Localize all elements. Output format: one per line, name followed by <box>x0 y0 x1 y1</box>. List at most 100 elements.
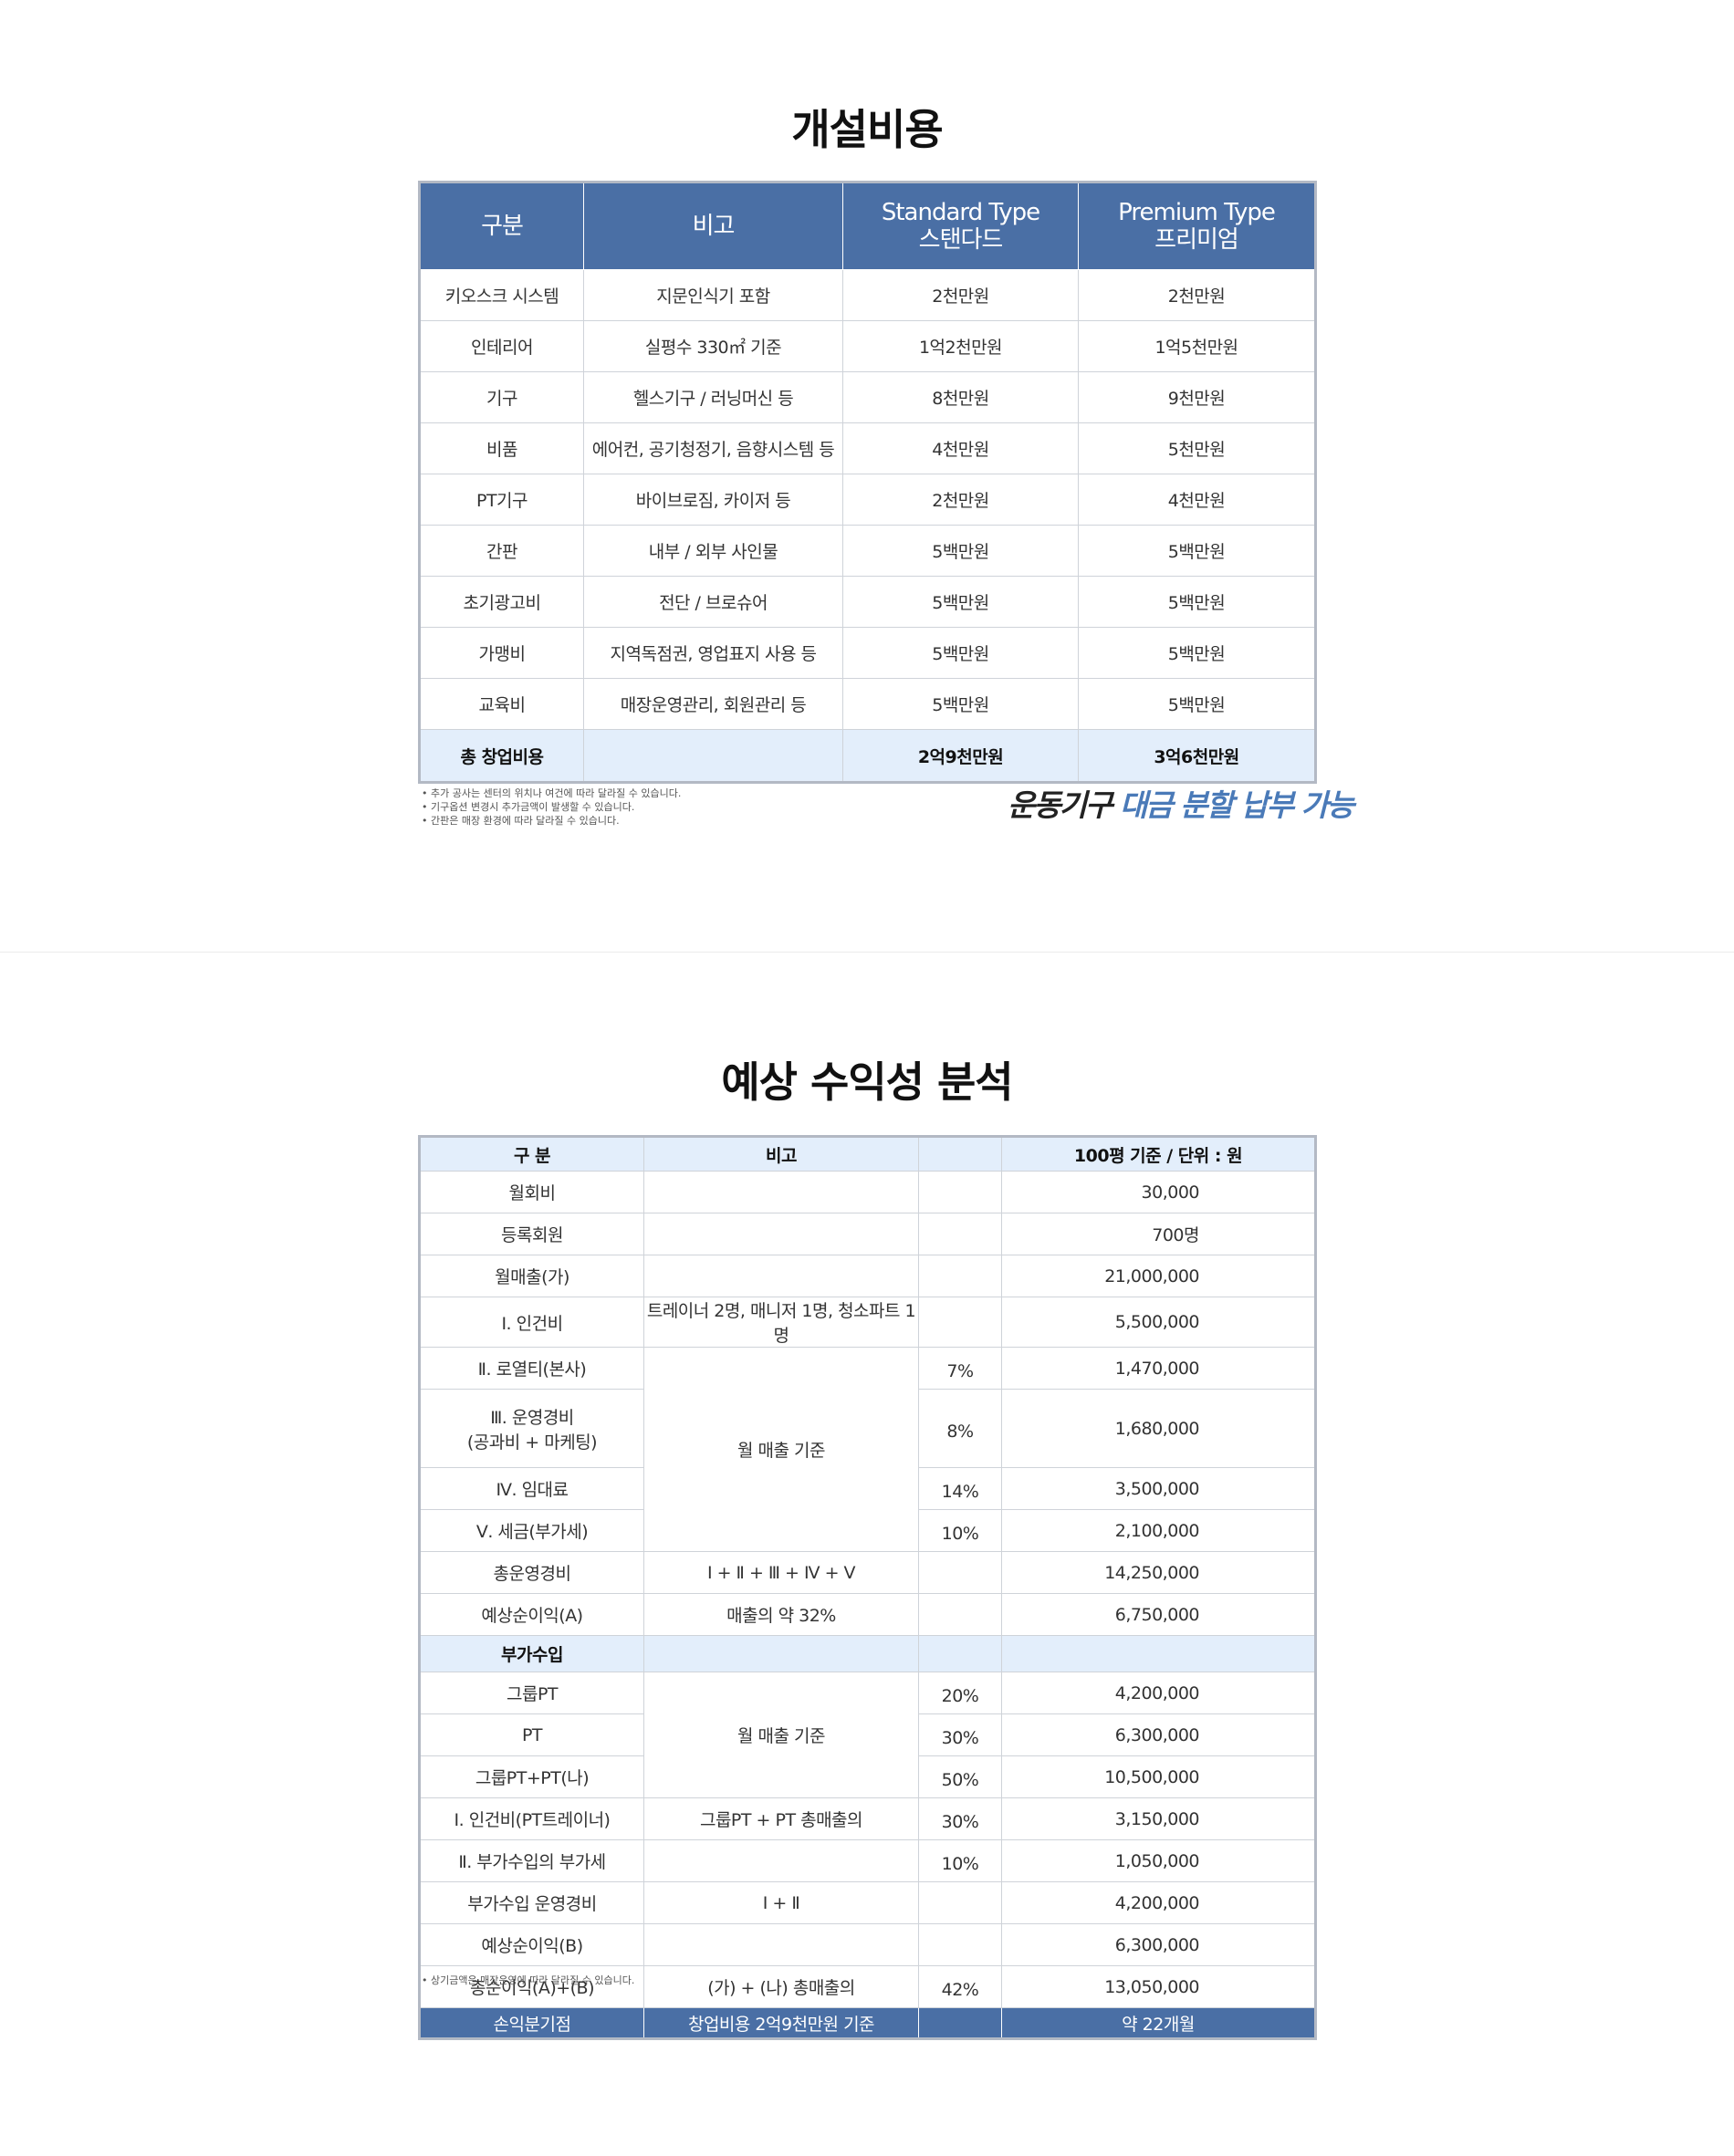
extra-income-blank <box>643 1635 919 1672</box>
row-amount: 4,200,000 <box>1001 1881 1316 1924</box>
breakeven-row: 손익분기점 창업비용 2억9천만원 기준 약 22개월 <box>419 2007 1316 2039</box>
table-row: 비품 에어컨, 공기청정기, 음향시스템 등 4천만원 5천만원 <box>419 422 1316 474</box>
row-note <box>643 1923 919 1966</box>
row-premium: 5백만원 <box>1078 525 1316 577</box>
section-divider <box>0 952 1734 953</box>
row-amount: 5,500,000 <box>1001 1297 1316 1348</box>
row-category-line2: (공과비 + 마케팅) <box>466 1432 598 1453</box>
row-amount: 2,100,000 <box>1001 1509 1316 1552</box>
table-row: Ⅳ. 임대료 14% 3,500,000 <box>419 1467 1316 1510</box>
table-row: 월매출(가) 21,000,000 <box>419 1255 1316 1297</box>
row-note: 그룹PT + PT 총매출의 <box>643 1797 919 1840</box>
row-premium: 2천만원 <box>1078 269 1316 321</box>
row-amount: 14,250,000 <box>1001 1551 1316 1594</box>
row-note: Ⅰ + Ⅱ + Ⅲ + Ⅳ + Ⅴ <box>643 1551 919 1594</box>
row-premium: 5백만원 <box>1078 678 1316 730</box>
profit-analysis-title: 예상 수익성 분석 <box>721 1057 1013 1107</box>
row-amount: 1,470,000 <box>1001 1347 1316 1390</box>
header-standard-ko: 스탠다드 <box>918 226 1004 254</box>
header-note: 비고 <box>583 182 843 270</box>
breakeven-category: 손익분기점 <box>419 2007 644 2039</box>
row-premium: 1억5천만원 <box>1078 320 1316 372</box>
row-category: 총운영경비 <box>419 1551 644 1594</box>
row-category: 월매출(가) <box>419 1255 644 1297</box>
table-row: Ⅲ. 운영경비 (공과비 + 마케팅) 8% 1,680,000 <box>419 1389 1316 1468</box>
row-note: 실평수 330㎡ 기준 <box>583 320 843 372</box>
row-pct <box>918 1171 1002 1213</box>
total-row: 총 창업비용 2억9천만원 3억6천만원 <box>419 729 1316 783</box>
row-note: 트레이너 2명, 매니저 1명, 청소파트 1명 <box>643 1297 919 1348</box>
row-pct: 30% <box>918 1713 1002 1756</box>
row-amount: 21,000,000 <box>1001 1255 1316 1297</box>
row-note: Ⅰ + Ⅱ <box>643 1881 919 1924</box>
table-row: 가맹비 지역독점권, 영업표지 사용 등 5백만원 5백만원 <box>419 627 1316 679</box>
table-row: 교육비 매장운영관리, 회원관리 등 5백만원 5백만원 <box>419 678 1316 730</box>
header-standard-en: Standard Type <box>881 199 1040 226</box>
row-note: 전단 / 브로슈어 <box>583 576 843 628</box>
table-row: 총운영경비 Ⅰ + Ⅱ + Ⅲ + Ⅳ + Ⅴ 14,250,000 <box>419 1551 1316 1594</box>
header-premium-ko: 프리미엄 <box>1154 226 1239 254</box>
profit-header-row: 구 분 비고 100평 기준 / 단위 : 원 <box>419 1136 1316 1172</box>
slogan-prefix: 운동기구 <box>1008 787 1120 823</box>
row-standard: 2천만원 <box>842 474 1079 526</box>
table-row: 등록회원 700명 <box>419 1213 1316 1255</box>
total-category: 총 창업비용 <box>419 729 584 783</box>
row-category: 키오스크 시스템 <box>419 269 584 321</box>
row-amount: 30,000 <box>1001 1171 1316 1213</box>
row-note: (가) + (나) 총매출의 <box>643 1965 919 2008</box>
row-amount: 4,200,000 <box>1001 1672 1316 1714</box>
table-row: 기구 헬스기구 / 러닝머신 등 8천만원 9천만원 <box>419 371 1316 423</box>
row-category: 인테리어 <box>419 320 584 372</box>
row-amount: 6,300,000 <box>1001 1923 1316 1966</box>
slogan-highlight: 대금 분할 납부 가능 <box>1119 787 1354 823</box>
row-category: 교육비 <box>419 678 584 730</box>
row-category: Ⅳ. 임대료 <box>419 1467 644 1510</box>
row-category: PT기구 <box>419 474 584 526</box>
row-pct: 50% <box>918 1755 1002 1798</box>
table-row: 키오스크 시스템 지문인식기 포함 2천만원 2천만원 <box>419 269 1316 321</box>
row-pct: 7% <box>918 1347 1002 1390</box>
extra-income-header-row: 부가수입 <box>419 1635 1316 1672</box>
row-pct: 8% <box>918 1389 1002 1468</box>
row-premium: 5천만원 <box>1078 422 1316 474</box>
row-category: 간판 <box>419 525 584 577</box>
table-row: 예상순이익(B) 6,300,000 <box>419 1923 1316 1966</box>
row-note-merged: 월 매출 기준 <box>643 1347 919 1552</box>
row-amount: 10,500,000 <box>1001 1755 1316 1798</box>
row-pct <box>918 1551 1002 1594</box>
row-amount: 3,500,000 <box>1001 1467 1316 1510</box>
row-amount: 13,050,000 <box>1001 1965 1316 2008</box>
row-pct: 20% <box>918 1672 1002 1714</box>
row-note: 매출의 약 32% <box>643 1593 919 1636</box>
row-standard: 2천만원 <box>842 269 1079 321</box>
extra-income-blank <box>918 1635 1002 1672</box>
note-item: 기구옵션 변경시 추가금액이 발생할 수 있습니다. <box>422 800 681 814</box>
profit-notes: 상기금액은 매장운영에 따라 달라질 수 있습니다. <box>422 1973 634 1987</box>
note-item: 추가 공사는 센터의 위치나 여건에 따라 달라질 수 있습니다. <box>422 786 681 800</box>
table-row: 부가수입 운영경비 Ⅰ + Ⅱ 4,200,000 <box>419 1881 1316 1924</box>
table-row: 초기광고비 전단 / 브로슈어 5백만원 5백만원 <box>419 576 1316 628</box>
opening-cost-notes: 추가 공사는 센터의 위치나 여건에 따라 달라질 수 있습니다. 기구옵션 변… <box>422 786 681 828</box>
row-pct <box>918 1593 1002 1636</box>
note-item: 간판은 매장 환경에 따라 달라질 수 있습니다. <box>422 814 681 828</box>
row-note: 헬스기구 / 러닝머신 등 <box>583 371 843 423</box>
header-standard: Standard Type 스탠다드 <box>842 182 1079 270</box>
row-category: 초기광고비 <box>419 576 584 628</box>
opening-cost-header-row: 구분 비고 Standard Type 스탠다드 Premium Type 프리… <box>419 182 1316 270</box>
row-pct <box>918 1297 1002 1348</box>
row-standard: 5백만원 <box>842 627 1079 679</box>
total-note <box>583 729 843 783</box>
opening-cost-title: 개설비용 <box>791 105 943 154</box>
row-premium: 5백만원 <box>1078 627 1316 679</box>
row-category: Ⅱ. 로열티(본사) <box>419 1347 644 1390</box>
row-note: 에어컨, 공기청정기, 음향시스템 등 <box>583 422 843 474</box>
row-category: 예상순이익(B) <box>419 1923 644 1966</box>
row-pct: 14% <box>918 1467 1002 1510</box>
table-row: Ⅱ. 부가수입의 부가세 10% 1,050,000 <box>419 1839 1316 1882</box>
table-row: 월회비 30,000 <box>419 1171 1316 1213</box>
row-category: PT <box>419 1713 644 1756</box>
table-row: 그룹PT 월 매출 기준 20% 4,200,000 <box>419 1672 1316 1798</box>
header-amount: 100평 기준 / 단위 : 원 <box>1001 1136 1316 1172</box>
breakeven-note: 창업비용 2억9천만원 기준 <box>643 2007 919 2039</box>
total-standard: 2억9천만원 <box>842 729 1079 783</box>
